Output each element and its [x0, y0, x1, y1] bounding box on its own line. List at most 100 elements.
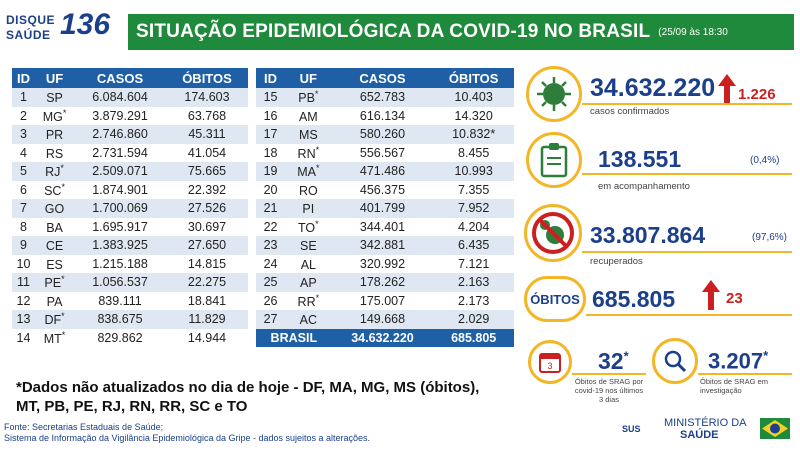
cell-uf: CE [34, 236, 75, 255]
cell-uf: AL [285, 255, 332, 274]
uf-code: MG [42, 109, 63, 124]
title-bar: SITUAÇÃO EPIDEMIOLÓGICA DA COVID-19 NO B… [128, 14, 794, 50]
cell-uf: PA [35, 292, 74, 311]
cell-uf: BA [35, 218, 74, 237]
srag-investigation-number: 3.207 [708, 348, 764, 374]
cell-casos: 471.486 [331, 162, 434, 181]
uf-code: CE [45, 239, 64, 254]
footnote: *Dados não atualizados no dia de hoje - … [16, 378, 556, 416]
uf-code: ES [46, 257, 63, 272]
uf-code: AL [300, 257, 316, 272]
no-virus-icon [524, 204, 582, 262]
source-line2: Sistema de Informação da Vigilância Epid… [4, 433, 371, 443]
col-id: ID [256, 68, 286, 88]
uf-code: SE [299, 239, 317, 254]
cell-casos: 344.401 [359, 219, 406, 234]
srag-3days-number: 32 [598, 348, 624, 374]
not-updated-marker: * [61, 181, 65, 192]
cell-obitos: 2.029 [433, 310, 514, 329]
cell-obitos: 18.841 [187, 293, 227, 308]
table-row: 9 CE 1.383.925 27.650 [12, 236, 248, 255]
footnote-line1: *Dados não atualizados no dia de hoje - … [16, 379, 480, 396]
cell-casos: 149.668 [331, 310, 434, 329]
ministry-line1: MINISTÉRIO DA [664, 417, 747, 429]
cell-obitos: 10.403 [433, 88, 514, 107]
cell-uf: PB* [285, 88, 332, 107]
table-row: 27 AC 149.668 2.029 [256, 310, 514, 329]
not-updated-marker: * [62, 107, 67, 118]
srag-investigation-value: 3.207* [708, 348, 768, 374]
cell-uf: SP [34, 88, 75, 107]
cell-uf: PE* [34, 273, 75, 292]
cell-casos: 6.084.604 [74, 88, 166, 107]
divider [698, 373, 792, 375]
cell-uf: SE [285, 236, 332, 255]
cell-id: 18 [263, 145, 278, 160]
monitoring-label: em acompanhamento [598, 181, 690, 192]
cell-uf: DF* [34, 310, 75, 329]
cell-id: 13 [12, 310, 35, 329]
cell-id: 6 [20, 182, 27, 197]
table-row: 22 TO* 344.401 4.204 [256, 218, 514, 237]
total-casos: 34.632.220 [331, 328, 434, 347]
table-row: 18 RN* 556.567 8.455 [256, 144, 514, 163]
uf-code: AM [298, 109, 318, 124]
cell-obitos: 27.526 [165, 199, 248, 218]
cell-id: 26 [263, 293, 278, 308]
uf-code: AP [299, 276, 317, 291]
table-row: 13 DF* 838.675 11.829 [12, 310, 248, 329]
cell-obitos: 14.320 [454, 108, 493, 123]
cell-uf: AP [285, 273, 332, 292]
not-updated-marker: * [315, 292, 320, 303]
states-table-left: ID UF CASOS ÓBITOS 1 SP 6.084.604 174.603 2 M… [12, 68, 248, 347]
table-row: 24 AL 320.992 7.121 [256, 255, 514, 274]
update-date: (25/09 às 18:30 [658, 26, 728, 38]
source-note: Fonte: Secretarias Estaduais de Saúde; S… [4, 422, 370, 444]
cell-casos: 1.700.069 [74, 199, 166, 218]
page-title: SITUAÇÃO EPIDEMIOLÓGICA DA COVID-19 NO B… [136, 21, 651, 42]
logo-line2: SAÚDE [6, 28, 51, 42]
cell-uf: MT* [35, 329, 74, 348]
srag-investigation-label-2: investigação [700, 386, 742, 395]
cell-uf: RS [35, 144, 74, 163]
table-row: 25 AP 178.262 2.163 [256, 273, 514, 292]
srag-investigation-star: * [763, 348, 769, 363]
cell-id: 25 [256, 273, 286, 292]
total-row: BRASIL 34.632.220 685.805 [256, 328, 514, 347]
cell-obitos: 14.944 [187, 330, 227, 345]
cell-id: 19 [256, 162, 286, 181]
cell-id: 27 [256, 310, 286, 329]
source-line1: Fonte: Secretarias Estaduais de Saúde; [4, 422, 164, 432]
cell-obitos: 4.204 [458, 219, 490, 234]
cell-casos: 320.992 [359, 256, 406, 271]
divider [582, 173, 792, 175]
cell-id: 22 [263, 219, 278, 234]
confirmed-label: casos confirmados [590, 106, 670, 117]
uf-code: RS [45, 146, 64, 161]
srag-3days-label-3: 3 dias [598, 395, 619, 404]
uf-code: PA [46, 294, 63, 309]
cell-obitos: 22.392 [187, 182, 227, 197]
clipboard-icon [526, 132, 582, 188]
srag-3days-label-2: covid-19 nos últimos [574, 386, 644, 395]
footnote-line2: MT, PB, PE, RJ, RN, RR, SC e TO [16, 398, 248, 415]
col-obitos: ÓBITOS [433, 68, 514, 88]
table-row: 15 PB* 652.783 10.403 [256, 88, 514, 107]
confirmed-delta: 1.226 [738, 86, 776, 103]
uf-code: MS [298, 128, 318, 143]
cell-id: 23 [256, 236, 286, 255]
cell-id: 24 [263, 256, 278, 271]
cell-casos: 2.746.860 [74, 125, 166, 144]
states-table-right: ID UF CASOS ÓBITOS 15 PB* 652.783 10.403 16 A… [256, 68, 514, 347]
cell-obitos: 63.768 [187, 108, 227, 123]
disque-saude-logo: DISQUE SAÚDE 136 [4, 8, 122, 46]
cell-casos: 1.056.537 [74, 273, 166, 292]
cell-uf: RO [285, 181, 332, 200]
cell-obitos: 10.993 [433, 162, 514, 181]
monitoring-pct: (0,4%) [750, 155, 780, 166]
cell-casos: 838.675 [74, 310, 166, 329]
col-casos: CASOS [331, 68, 434, 88]
table-row: 11 PE* 1.056.537 22.275 [12, 273, 248, 292]
table-row: 6 SC* 1.874.901 22.392 [12, 181, 248, 200]
not-updated-marker: * [61, 274, 65, 285]
